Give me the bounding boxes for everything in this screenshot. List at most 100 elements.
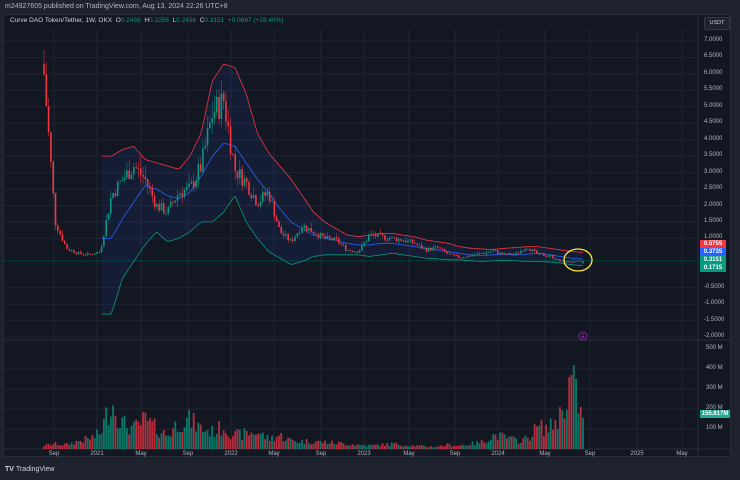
volume-bar bbox=[241, 439, 243, 449]
candle-body bbox=[453, 253, 455, 256]
volume-bar bbox=[363, 445, 366, 449]
volume-bar bbox=[559, 407, 561, 449]
candle-body bbox=[347, 250, 349, 251]
candle-body bbox=[77, 251, 80, 255]
volume-bar bbox=[379, 446, 382, 449]
volume-bar bbox=[344, 445, 347, 449]
candle-body bbox=[73, 250, 75, 253]
volume-bar bbox=[45, 444, 48, 449]
volume-bar bbox=[102, 418, 105, 449]
volume-bar bbox=[202, 431, 204, 449]
volume-bar bbox=[531, 436, 534, 449]
volume-bar bbox=[476, 441, 478, 449]
volume-bar bbox=[75, 440, 78, 449]
volume-bar bbox=[50, 445, 52, 449]
volume-bar bbox=[220, 435, 223, 449]
volume-bar bbox=[432, 447, 435, 449]
volume-bar bbox=[374, 444, 377, 449]
candle-body bbox=[243, 178, 246, 186]
volume-bar bbox=[114, 415, 117, 449]
volume-bar bbox=[211, 425, 214, 449]
flash-icon-bolt bbox=[581, 332, 585, 340]
volume-bar bbox=[372, 444, 375, 449]
bollinger-band-fill bbox=[101, 64, 583, 315]
volume-bar bbox=[100, 433, 103, 449]
candle-body bbox=[522, 250, 524, 252]
volume-bar bbox=[248, 435, 250, 449]
candle-body bbox=[63, 240, 66, 244]
candle-body bbox=[351, 250, 354, 253]
tradingview-brand[interactable]: TV TradingView bbox=[5, 466, 54, 473]
volume-bar bbox=[533, 424, 536, 449]
price-axis-label: -1.0000 bbox=[704, 300, 725, 307]
currency-button[interactable]: USDT bbox=[704, 17, 730, 30]
volume-bar bbox=[112, 405, 115, 449]
volume-bar bbox=[365, 446, 368, 449]
volume-bar bbox=[331, 440, 333, 449]
volume-bar bbox=[271, 435, 273, 449]
close-label: C bbox=[199, 17, 205, 24]
candle-body bbox=[441, 248, 444, 250]
volume-bar bbox=[153, 418, 156, 449]
candle-body bbox=[411, 239, 414, 244]
volume-bar bbox=[231, 436, 234, 449]
volume-bar bbox=[450, 446, 453, 449]
volume-bar bbox=[390, 442, 393, 449]
candle-body bbox=[582, 260, 584, 264]
candle-body bbox=[59, 230, 61, 234]
high-label: H bbox=[144, 17, 150, 24]
volume-bar bbox=[126, 428, 128, 449]
volume-bar bbox=[181, 432, 184, 449]
volume-bar bbox=[575, 379, 577, 449]
candle-body bbox=[356, 251, 359, 253]
price-axis-label: 3.5000 bbox=[704, 152, 723, 159]
volume-bar bbox=[519, 442, 522, 449]
candle-body bbox=[423, 248, 425, 249]
volume-axis-label: 300 M bbox=[706, 385, 723, 391]
candle-body bbox=[515, 252, 518, 255]
volume-bar bbox=[381, 443, 384, 449]
volume-bar bbox=[151, 421, 154, 449]
volume-bar bbox=[328, 443, 331, 449]
candle-body bbox=[130, 174, 133, 180]
volume-bar bbox=[307, 443, 310, 449]
volume-bar bbox=[349, 445, 352, 449]
candle-body bbox=[167, 206, 170, 214]
volume-bar bbox=[448, 443, 451, 449]
price-axis-label: 3.0000 bbox=[704, 168, 723, 175]
volume-bar bbox=[565, 409, 568, 449]
candle-body bbox=[374, 235, 377, 237]
candle-body bbox=[294, 236, 296, 242]
symbol-title[interactable]: Curve DAO Token/Tether, 1W, OKX bbox=[10, 17, 113, 24]
volume-bar bbox=[54, 441, 57, 449]
candle-body bbox=[510, 253, 513, 255]
brand-name: TradingView bbox=[15, 466, 55, 473]
candle-body bbox=[107, 213, 110, 221]
volume-bar bbox=[84, 435, 87, 449]
candle-body bbox=[446, 251, 448, 254]
candle-body bbox=[317, 234, 319, 238]
volume-bar bbox=[517, 443, 520, 449]
candle-body bbox=[480, 253, 483, 254]
volume-bar bbox=[367, 444, 370, 449]
candle-body bbox=[372, 233, 375, 236]
volume-bar bbox=[360, 445, 363, 449]
price-axis-label: 7.0000 bbox=[704, 37, 723, 43]
volume-bar bbox=[563, 418, 566, 449]
volume-bar bbox=[278, 435, 280, 449]
volume-bar bbox=[255, 434, 257, 449]
time-axis-label: 2025 bbox=[630, 451, 644, 457]
price-axis-label: -2.0000 bbox=[704, 333, 725, 340]
volume-bar bbox=[234, 431, 237, 449]
candle-body bbox=[485, 252, 488, 254]
candle-body bbox=[241, 169, 243, 186]
volume-bar bbox=[356, 444, 359, 449]
candle-body bbox=[324, 235, 326, 239]
candle-body bbox=[116, 181, 119, 197]
candle-body bbox=[529, 249, 531, 251]
volume-bar bbox=[404, 445, 407, 449]
volume-bar bbox=[388, 445, 391, 449]
volume-bar bbox=[506, 438, 508, 449]
volume-bar bbox=[266, 434, 269, 449]
